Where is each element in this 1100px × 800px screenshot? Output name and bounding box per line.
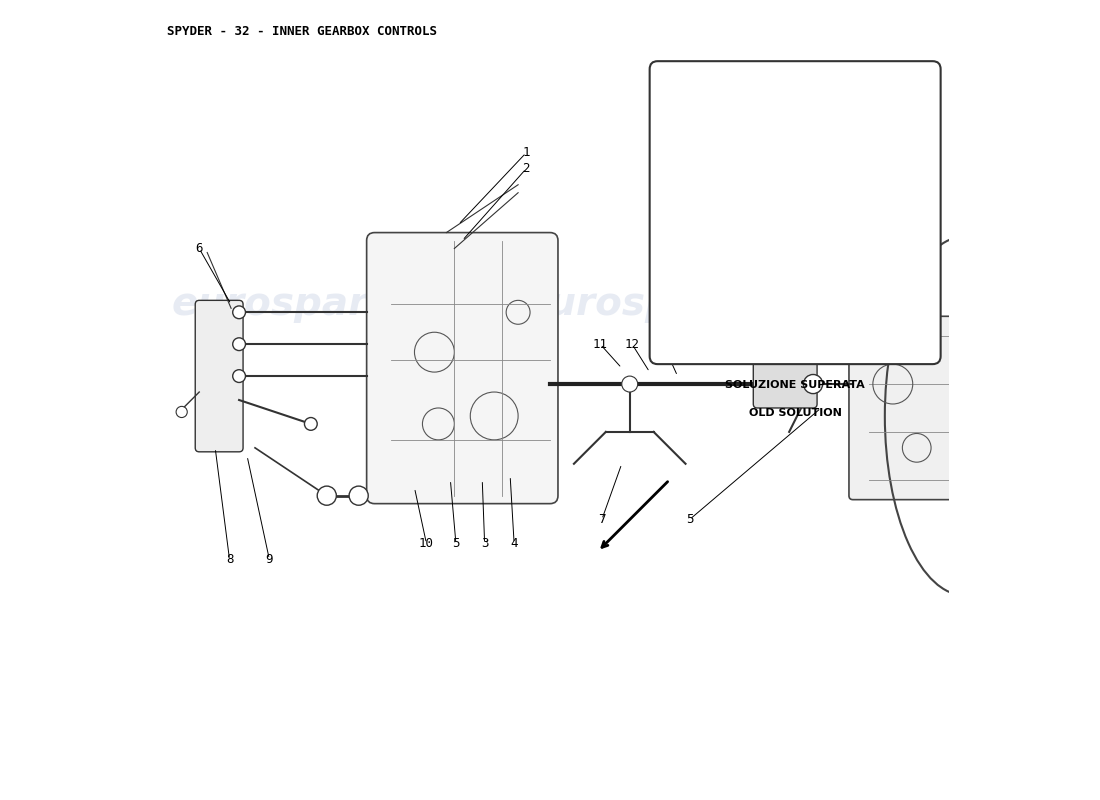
Text: SOLUZIONE SUPERATA: SOLUZIONE SUPERATA: [725, 380, 865, 390]
FancyBboxPatch shape: [195, 300, 243, 452]
FancyBboxPatch shape: [849, 316, 953, 500]
Circle shape: [621, 376, 638, 392]
Text: 12: 12: [625, 338, 639, 350]
Text: eurospares: eurospares: [172, 286, 418, 323]
Text: 7: 7: [598, 513, 606, 526]
Text: 8: 8: [226, 553, 233, 566]
Circle shape: [349, 486, 368, 506]
Circle shape: [305, 418, 317, 430]
Circle shape: [803, 374, 823, 394]
Text: 13: 13: [656, 338, 671, 350]
FancyBboxPatch shape: [650, 61, 940, 364]
Text: SPYDER - 32 - INNER GEARBOX CONTROLS: SPYDER - 32 - INNER GEARBOX CONTROLS: [167, 26, 438, 38]
FancyBboxPatch shape: [366, 233, 558, 504]
Text: 9: 9: [265, 553, 273, 566]
FancyBboxPatch shape: [754, 360, 817, 408]
Circle shape: [176, 406, 187, 418]
Text: 1: 1: [522, 146, 530, 159]
Circle shape: [317, 486, 337, 506]
Text: 10: 10: [419, 537, 433, 550]
Text: 11: 11: [593, 338, 607, 350]
Text: 5: 5: [685, 513, 693, 526]
Text: 6: 6: [196, 242, 204, 255]
Text: 2: 2: [522, 162, 530, 175]
Text: eurospares: eurospares: [522, 286, 769, 323]
Circle shape: [233, 370, 245, 382]
Text: 4: 4: [510, 537, 518, 550]
Circle shape: [233, 338, 245, 350]
Text: 3: 3: [481, 537, 488, 550]
Text: OLD SOLUTION: OLD SOLUTION: [749, 408, 842, 418]
Circle shape: [233, 306, 245, 318]
Text: 5: 5: [452, 537, 460, 550]
